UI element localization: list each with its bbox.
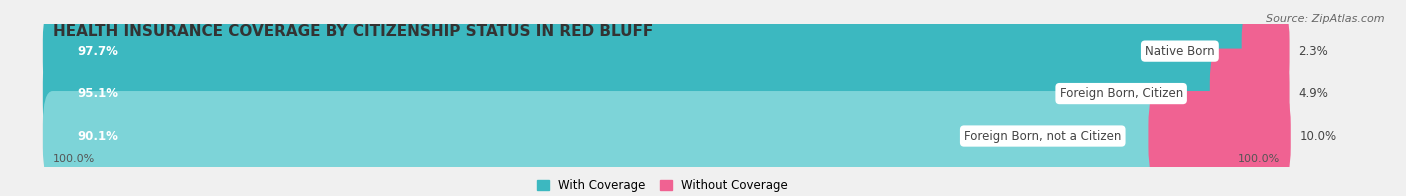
FancyBboxPatch shape <box>42 49 1289 139</box>
FancyBboxPatch shape <box>42 6 1261 96</box>
Text: Foreign Born, not a Citizen: Foreign Born, not a Citizen <box>965 130 1122 142</box>
FancyBboxPatch shape <box>1241 6 1289 96</box>
FancyBboxPatch shape <box>42 6 1289 96</box>
Text: Foreign Born, Citizen: Foreign Born, Citizen <box>1060 87 1182 100</box>
Legend: With Coverage, Without Coverage: With Coverage, Without Coverage <box>537 179 787 192</box>
Text: Native Born: Native Born <box>1144 45 1215 58</box>
Text: 100.0%: 100.0% <box>1237 154 1279 164</box>
Text: HEALTH INSURANCE COVERAGE BY CITIZENSHIP STATUS IN RED BLUFF: HEALTH INSURANCE COVERAGE BY CITIZENSHIP… <box>52 24 652 39</box>
Text: 4.9%: 4.9% <box>1298 87 1329 100</box>
FancyBboxPatch shape <box>42 91 1289 181</box>
Text: Source: ZipAtlas.com: Source: ZipAtlas.com <box>1267 14 1385 24</box>
Text: 2.3%: 2.3% <box>1298 45 1327 58</box>
Text: 100.0%: 100.0% <box>52 154 96 164</box>
FancyBboxPatch shape <box>1149 91 1291 181</box>
Text: 95.1%: 95.1% <box>77 87 118 100</box>
Text: 97.7%: 97.7% <box>77 45 118 58</box>
FancyBboxPatch shape <box>1209 49 1289 139</box>
Text: 10.0%: 10.0% <box>1299 130 1337 142</box>
FancyBboxPatch shape <box>42 91 1168 181</box>
Text: 90.1%: 90.1% <box>77 130 118 142</box>
FancyBboxPatch shape <box>42 49 1229 139</box>
